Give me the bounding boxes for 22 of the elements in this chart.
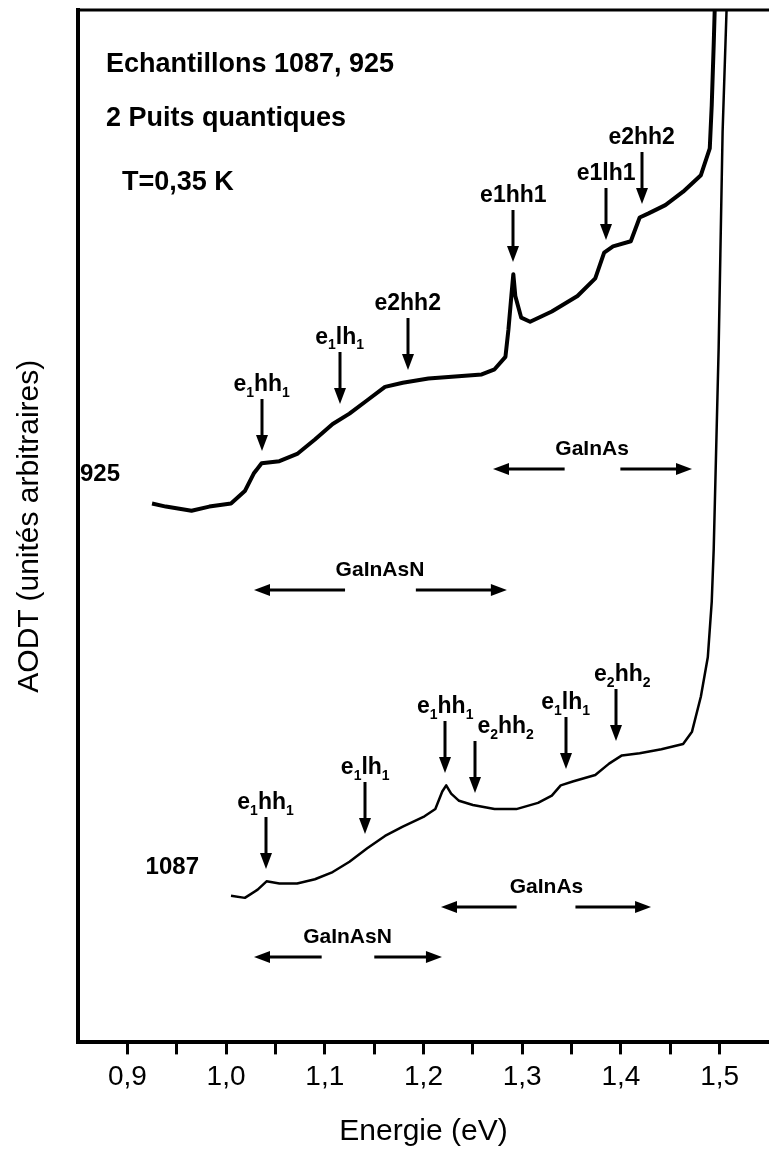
annotation: e1hh1 (480, 181, 547, 208)
annotation: GaInAsN (303, 923, 392, 947)
x-tick-label: 1,2 (404, 1059, 443, 1091)
annotation: 2 Puits quantiques (106, 102, 347, 132)
x-tick-label: 0,9 (107, 1059, 147, 1091)
x-axis-title: Energie (eV) (339, 1113, 508, 1147)
annotation: e2hh2 (608, 123, 675, 150)
annotation: GaInAs (555, 436, 629, 460)
annotation: GaInAsN (335, 557, 425, 581)
annotation: e2hh2 (374, 288, 441, 315)
x-tick-label: 1,5 (700, 1059, 740, 1091)
x-tick-label: 1,3 (502, 1059, 542, 1091)
x-tick-label: 1,0 (206, 1059, 246, 1091)
annotation: T=0,35 K (122, 166, 235, 196)
x-tick-label: 1,4 (601, 1059, 641, 1091)
annotation: Echantillons 1087, 925 (106, 48, 395, 78)
annotation: e1lh1 (576, 158, 636, 185)
y-axis-title: AODT (unités arbitraires) (11, 359, 45, 693)
annotation: GaInAs (509, 874, 584, 898)
series-label: 1087 (145, 851, 200, 879)
x-tick-label: 1,1 (305, 1059, 345, 1091)
series-label: 925 (79, 459, 121, 487)
